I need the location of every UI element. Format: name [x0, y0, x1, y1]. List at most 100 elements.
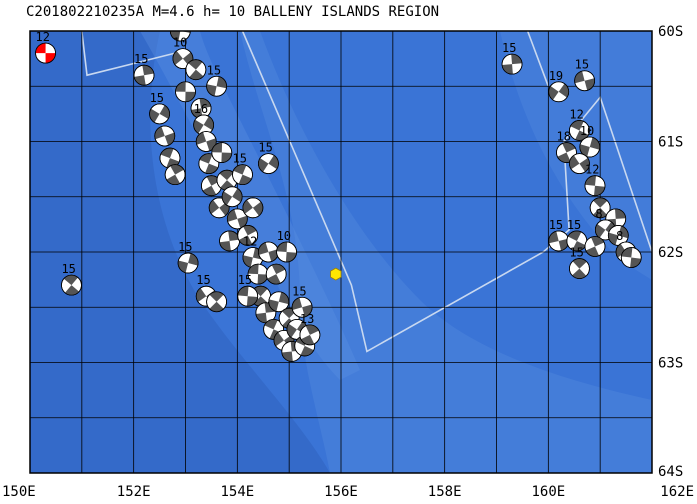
focal-mechanism-beachball	[206, 291, 228, 313]
longitude-label: 154E	[220, 484, 254, 500]
focal-mechanism-beachball: 10	[276, 229, 297, 263]
focal-mechanism-beachball	[211, 142, 233, 163]
plate-boundary-line	[81, 31, 176, 77]
depth-label: 15	[569, 246, 583, 260]
depth-label: 10	[580, 124, 594, 138]
focal-mechanism-beachball: 16	[193, 102, 215, 136]
focal-mechanism-beachball	[221, 186, 243, 208]
y-tick-labels: 60S 61S 62S 63S 64S	[658, 24, 683, 480]
focal-mechanism-beachball: 15	[501, 41, 523, 75]
depth-label: 12	[36, 30, 50, 44]
focal-mechanism-beachball: 15	[548, 218, 570, 252]
map-frame	[29, 30, 653, 474]
depth-label: 10	[170, 8, 184, 22]
focal-mechanism-beachball	[620, 247, 642, 268]
focal-mechanism-beachball	[195, 131, 217, 152]
x-tick-labels: 150E 152E 154E 156E 158E 160E 162E	[2, 484, 694, 500]
focal-mechanism-beachball	[242, 197, 264, 219]
map-header: C201802210235A M=4.6 h= 10 BALLENY ISLAN…	[26, 4, 439, 20]
focal-mechanism-beachball	[226, 208, 248, 230]
focal-mechanism-beachball: 15	[574, 58, 596, 92]
longitude-label: 156E	[324, 484, 358, 500]
depth-label: 15	[502, 41, 516, 55]
focal-mechanism-beachball	[154, 125, 176, 147]
focal-mechanism-beachball: 15	[566, 218, 588, 252]
focal-mechanism-beachball	[164, 164, 186, 186]
latitude-label: 64S	[658, 464, 683, 480]
depth-label: 10	[277, 229, 291, 243]
focal-mechanism-beachball	[175, 81, 196, 103]
depth-label: 15	[61, 262, 75, 276]
focal-mechanism-beachball: 15	[258, 141, 279, 175]
latitude-label: 63S	[658, 356, 683, 372]
depth-label: 12	[585, 163, 599, 177]
depth-label: 15	[567, 218, 581, 232]
plate-boundary-line	[526, 31, 550, 87]
depth-label: 12	[569, 107, 583, 121]
focal-mechanism-beachball	[216, 169, 238, 191]
focal-mechanism-beachball	[185, 59, 207, 81]
depth: h= 10	[203, 4, 246, 20]
focal-mechanism-beachball: 12	[569, 107, 590, 141]
focal-mechanism-beachball: 12	[584, 163, 606, 197]
depth-label: 19	[549, 69, 563, 83]
event-id: C201802210235A	[26, 4, 145, 20]
focal-mechanism-beachball	[258, 241, 279, 263]
latitude-label: 60S	[658, 24, 683, 40]
focal-mechanism-beachball	[237, 225, 259, 246]
focal-mechanism-beachball: 19	[548, 69, 570, 103]
depth-label: 15	[178, 240, 192, 254]
depth-label: 18	[556, 130, 570, 144]
depth-label: 15	[196, 273, 210, 287]
focal-mechanism-beachball	[607, 225, 629, 246]
depth-label: 13	[300, 312, 314, 326]
focal-mechanisms: 12 15 15 15 10 10 16 15 15 12 15 10 15 13 15 15 15 15 19 15…	[35, 8, 642, 362]
depth-label: 15	[238, 273, 252, 287]
longitude-label: 162E	[660, 484, 694, 500]
depth-label: 15	[292, 284, 306, 298]
focal-mechanism-beachball: 15	[237, 273, 259, 307]
event-marker	[330, 267, 342, 281]
region-name: BALLENY ISLANDS REGION	[253, 4, 440, 20]
focal-mechanism-beachball	[268, 291, 290, 313]
longitude-label: 152E	[117, 484, 151, 500]
latitude-label: 61S	[658, 135, 683, 151]
focal-mechanism-beachball	[265, 263, 287, 285]
focal-mechanism-beachball: 12	[242, 235, 264, 268]
depth-label: 12	[243, 235, 257, 249]
depth-label: 15	[233, 152, 247, 166]
epicenter-hexagon	[330, 267, 342, 281]
focal-mechanism-beachball	[569, 153, 590, 175]
focal-mechanism-beachball: 15	[206, 63, 228, 97]
longitude-label: 150E	[2, 484, 36, 500]
focal-mechanism-beachball	[589, 197, 611, 219]
depth-label: 8	[595, 207, 602, 221]
depth-label: 15	[134, 52, 148, 66]
focal-mechanism-beachball: 15	[177, 240, 199, 274]
depth-label: 15	[575, 58, 589, 72]
focal-mechanism-beachball: 15	[149, 91, 170, 125]
magnitude: M=4.6	[152, 4, 195, 20]
focal-mechanism-beachball: 10	[169, 8, 191, 42]
focal-mechanism-beachball: 15	[569, 246, 590, 279]
longitude-label: 158E	[428, 484, 462, 500]
focal-mechanism-beachball: 13	[299, 312, 321, 346]
longitude-label: 160E	[531, 484, 565, 500]
focal-mechanism-beachball	[584, 236, 606, 257]
focal-mechanism-beachball: 15	[133, 52, 155, 86]
depth-label: 10	[173, 36, 187, 50]
focal-mechanism-beachball: 10	[579, 124, 601, 158]
focal-mechanism-beachball	[247, 263, 269, 285]
lat-lon-grid	[30, 31, 652, 473]
focal-mechanism-beachball: 15	[61, 262, 82, 296]
focal-mechanism-beachball: 15	[291, 284, 313, 318]
depth-label: 15	[207, 63, 221, 77]
focal-mechanism-beachball: 15	[232, 152, 253, 186]
depth-label: 8	[616, 229, 623, 243]
depth-label: 15	[549, 218, 563, 232]
focal-mechanism-beachball	[219, 230, 240, 252]
latitude-label: 62S	[658, 245, 683, 261]
depth-label: 15	[150, 91, 164, 105]
focal-mechanism-beachball: 12	[35, 30, 56, 64]
